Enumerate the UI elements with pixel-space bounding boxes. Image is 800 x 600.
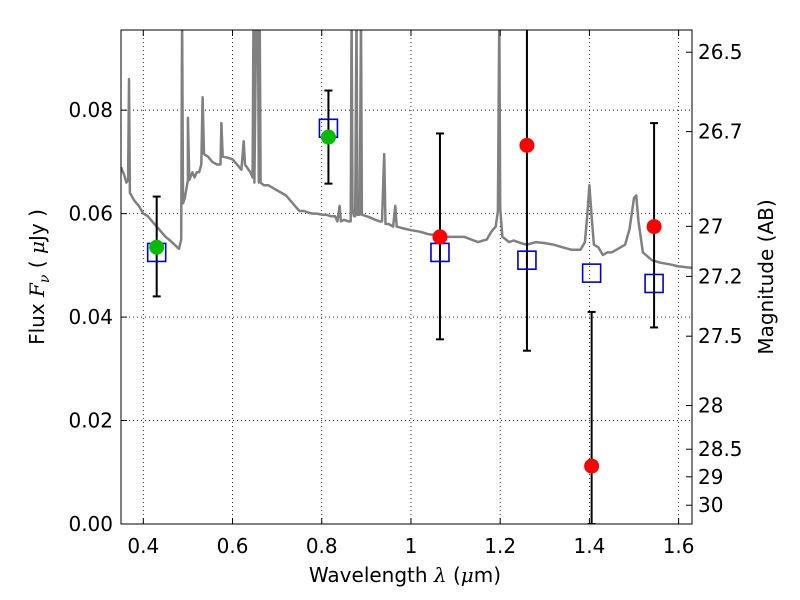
y-tick-label: 0.08 xyxy=(68,98,113,122)
y2-tick-label: 26.5 xyxy=(698,40,743,64)
markers-layer xyxy=(146,118,664,474)
x-tick-label: 0.8 xyxy=(306,534,338,558)
y2-tick-label: 27.5 xyxy=(698,324,743,348)
model-point-square xyxy=(644,273,664,294)
y2-tick-label: 30 xyxy=(698,493,723,517)
y2-tick-label: 27.2 xyxy=(698,264,743,288)
y-tick-label: 0.00 xyxy=(68,512,113,536)
observed-point-circle xyxy=(584,458,600,474)
y-tick-label: 0.02 xyxy=(68,409,113,433)
y-tick-label: 0.04 xyxy=(68,305,113,329)
y2-tick-label: 27 xyxy=(698,214,723,238)
x-axis-label: Wavelength λ (μm) xyxy=(309,563,501,587)
x-tick-label: 0.6 xyxy=(217,534,249,558)
observed-point-circle xyxy=(646,219,662,235)
x-tick-label: 0.4 xyxy=(127,534,159,558)
x-tick-label: 1.4 xyxy=(573,534,605,558)
x-tick-label: 1.6 xyxy=(663,534,695,558)
template-spectrum-line xyxy=(121,30,692,270)
y2-tick-label: 29 xyxy=(698,465,723,489)
y-axis-label: Flux Fν ( μJy ) xyxy=(25,209,53,345)
observed-point-circle xyxy=(320,129,336,145)
x-tick-label: 1 xyxy=(405,534,418,558)
y2-tick-label: 28.5 xyxy=(698,437,743,461)
y-tick-label: 0.06 xyxy=(68,202,113,226)
y2-tick-label: 26.7 xyxy=(698,120,743,144)
y2-tick-label: 28 xyxy=(698,393,723,417)
ticks-layer: 0.4 0.6 0.8 1 1.2 1.4 1.6 0.00 0.02 0.04 0.06 0.08 2… xyxy=(68,30,743,558)
model-point-square xyxy=(517,250,537,270)
observed-point-circle xyxy=(432,229,448,245)
y2-axis-label: Magnitude (AB) xyxy=(754,199,778,354)
plot-frame xyxy=(120,29,693,525)
observed-point-circle xyxy=(519,137,535,153)
x-tick-label: 1.2 xyxy=(484,534,516,558)
template-spectrum-layer xyxy=(121,30,692,270)
model-point-square xyxy=(581,263,602,283)
grid-lines xyxy=(121,30,692,524)
observed-point-circle xyxy=(149,239,165,255)
